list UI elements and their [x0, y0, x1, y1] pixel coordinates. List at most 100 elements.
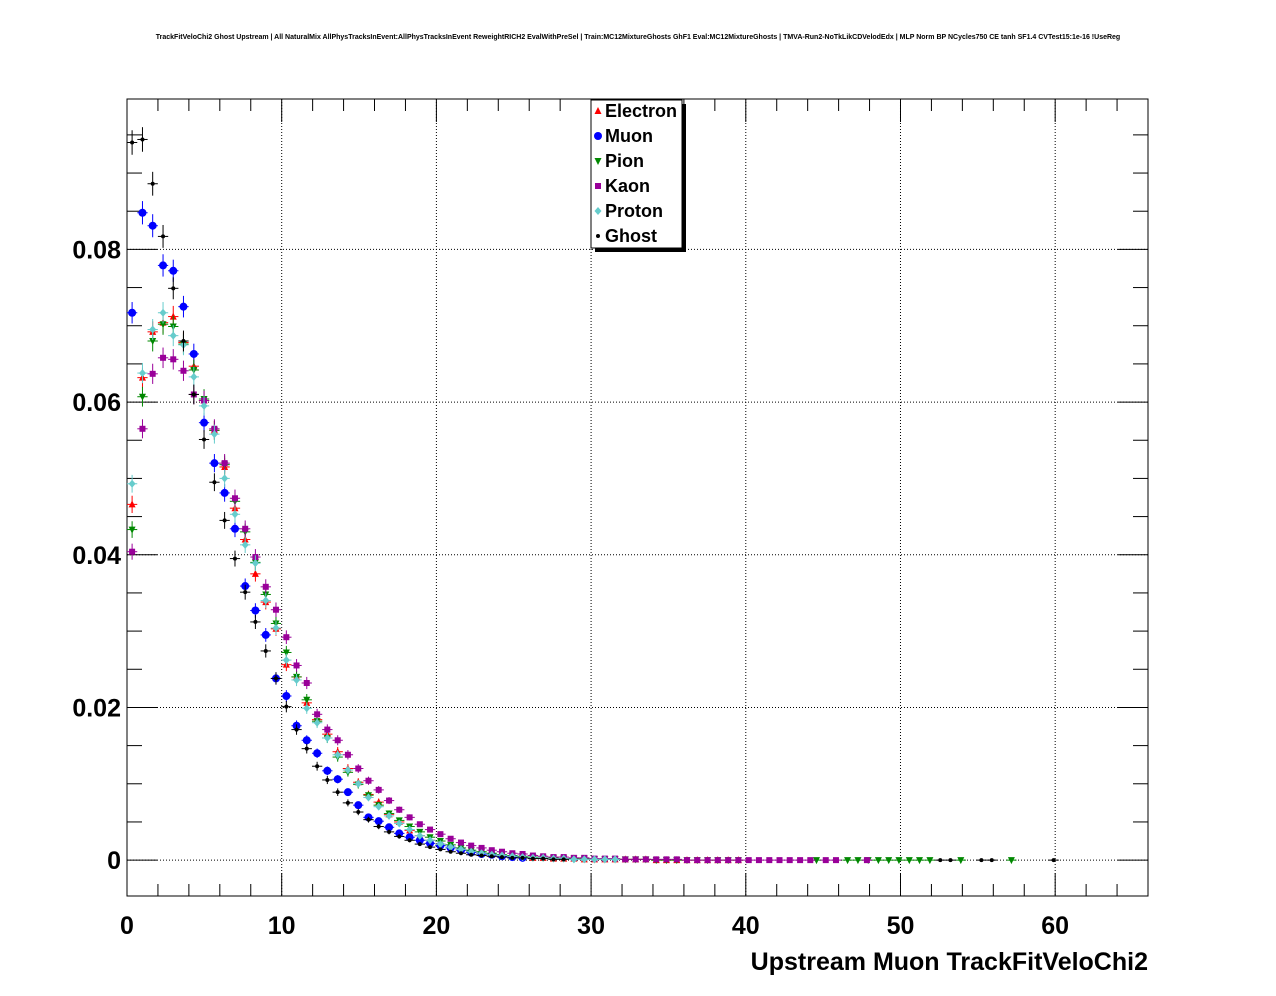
kaon-point	[149, 370, 156, 377]
muon-point	[128, 308, 137, 317]
pion-point	[812, 857, 820, 865]
muon-point	[189, 349, 198, 358]
proton-point	[303, 704, 311, 713]
proton-point	[200, 401, 208, 410]
proton-point	[272, 624, 280, 633]
ghost-point	[140, 137, 145, 142]
series-electron	[126, 305, 744, 864]
kaon-point	[797, 857, 804, 864]
x-tick-label: 40	[732, 912, 760, 940]
ghost-point	[161, 234, 166, 239]
muon-point	[323, 766, 332, 775]
legend-label-proton: Proton	[605, 201, 663, 221]
plot-frame	[126, 98, 1149, 897]
series-muon	[126, 201, 528, 862]
muon-point	[395, 829, 404, 838]
kaon-point	[684, 857, 691, 864]
x-tick-label: 60	[1041, 912, 1069, 940]
proton-point	[251, 559, 259, 568]
kaon-point	[386, 797, 393, 804]
chart-title: TrackFitVeloChi2 Ghost Upstream | All Na…	[155, 34, 1121, 41]
kaon-point	[832, 857, 839, 864]
ghost-point	[407, 838, 412, 843]
ghost-point	[989, 858, 994, 863]
kaon-point	[447, 835, 454, 842]
kaon-point	[355, 765, 362, 772]
proton-point	[138, 369, 146, 378]
kaon-point	[622, 856, 629, 863]
muon-point	[385, 823, 394, 832]
ghost-point	[938, 858, 943, 863]
ghost-point	[304, 746, 309, 751]
proton-point	[149, 325, 157, 334]
ghost-point	[948, 858, 953, 863]
kaon-point	[293, 662, 300, 669]
muon-point	[354, 801, 363, 810]
kaon-point	[242, 525, 249, 532]
proton-point	[457, 845, 465, 854]
y-tick-label: 0.06	[72, 389, 121, 417]
pion-point	[303, 696, 311, 704]
muon-point	[302, 736, 311, 745]
electron-point	[251, 569, 259, 577]
pion-point	[874, 857, 882, 865]
kaon-point	[714, 857, 721, 864]
kaon-point	[180, 367, 187, 374]
ghost-point	[130, 140, 135, 145]
ghost-point	[315, 764, 320, 769]
ghost-point	[530, 856, 535, 861]
proton-point	[323, 733, 331, 742]
kaon-point	[786, 857, 793, 864]
pion-point	[844, 857, 852, 865]
kaon-point	[314, 711, 321, 718]
legend: Electron Muon Pion Kaon Proton Ghost	[590, 99, 686, 252]
kaon-point	[468, 842, 475, 849]
muon-point	[148, 221, 157, 230]
pion-point	[149, 338, 157, 346]
kaon-point	[272, 606, 279, 613]
proton-point	[436, 840, 444, 849]
kaon-point	[129, 548, 136, 555]
pion-point	[885, 857, 893, 865]
kaon-point	[160, 354, 167, 361]
ghost-point	[253, 619, 258, 624]
kaon-point	[766, 857, 773, 864]
pion-point	[926, 857, 934, 865]
pion-point	[957, 857, 965, 865]
ghost-point	[979, 858, 984, 863]
kaon-point	[457, 839, 464, 846]
ghost-point	[541, 856, 546, 861]
muon-point	[313, 749, 322, 758]
legend-marker-muon	[594, 132, 602, 140]
legend-marker-electron	[594, 107, 602, 114]
pion-point	[895, 857, 903, 865]
proton-point	[364, 793, 372, 802]
ghost-point	[428, 845, 433, 850]
ghost-point	[171, 286, 176, 291]
kaon-point	[262, 583, 269, 590]
series-proton	[126, 302, 621, 864]
x-axis-title: Upstream Muon TrackFitVeloChi2	[751, 948, 1148, 976]
ghost-point	[551, 857, 556, 862]
ghost-point	[335, 790, 340, 795]
x-tick-label: 50	[887, 912, 915, 940]
proton-point	[231, 510, 239, 519]
proton-point	[426, 836, 434, 845]
ghost-point	[273, 676, 278, 681]
ghost-point	[469, 852, 474, 857]
ghost-point	[448, 849, 453, 854]
kaon-point	[170, 356, 177, 363]
muon-point	[169, 266, 178, 275]
proton-point	[159, 308, 167, 317]
muon-point	[200, 418, 209, 427]
muon-point	[179, 302, 188, 311]
kaon-point	[375, 786, 382, 793]
ghost-point	[1051, 858, 1056, 863]
ghost-point	[222, 518, 227, 523]
kaon-point	[427, 826, 434, 833]
x-tick-label: 10	[268, 912, 296, 940]
kaon-point	[653, 856, 660, 863]
kaon-point	[478, 844, 485, 851]
kaon-point	[725, 857, 732, 864]
proton-point	[293, 675, 301, 684]
